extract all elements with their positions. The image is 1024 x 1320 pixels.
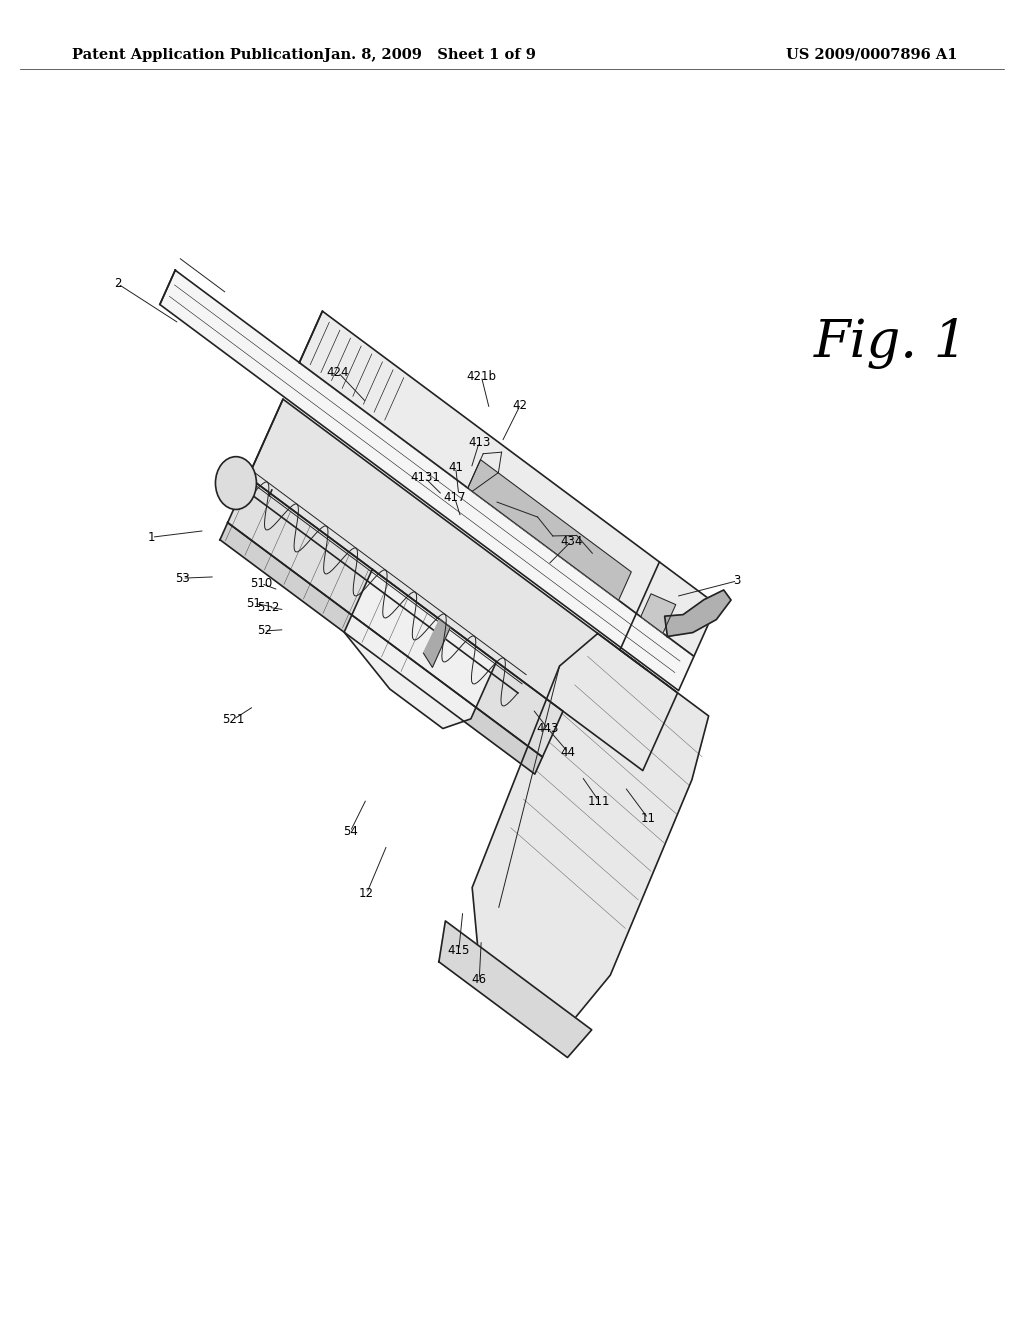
Text: 512: 512: [257, 601, 280, 614]
Text: 52: 52: [257, 624, 271, 638]
Text: 415: 415: [447, 944, 470, 957]
Polygon shape: [220, 523, 543, 774]
Text: 3: 3: [733, 574, 741, 587]
Text: 42: 42: [513, 399, 527, 412]
Text: 44: 44: [561, 746, 575, 759]
Text: 51: 51: [247, 597, 261, 610]
Text: 2: 2: [114, 277, 122, 290]
Text: US 2009/0007896 A1: US 2009/0007896 A1: [786, 48, 957, 62]
Polygon shape: [641, 594, 676, 634]
Text: 434: 434: [560, 535, 583, 548]
Text: 421b: 421b: [466, 370, 497, 383]
Polygon shape: [472, 634, 709, 1022]
Text: 41: 41: [449, 461, 463, 474]
Text: 4131: 4131: [410, 471, 440, 484]
Text: 510: 510: [250, 577, 272, 590]
Circle shape: [215, 457, 256, 510]
Text: 11: 11: [641, 812, 655, 825]
Text: 1: 1: [147, 531, 156, 544]
Text: 46: 46: [472, 973, 486, 986]
Polygon shape: [424, 619, 451, 668]
Text: 12: 12: [359, 887, 374, 900]
Text: Jan. 8, 2009   Sheet 1 of 9: Jan. 8, 2009 Sheet 1 of 9: [325, 48, 536, 62]
Polygon shape: [299, 312, 717, 656]
Text: 413: 413: [468, 436, 490, 449]
Polygon shape: [439, 921, 592, 1057]
Text: 111: 111: [588, 795, 610, 808]
Text: Patent Application Publication: Patent Application Publication: [72, 48, 324, 62]
Polygon shape: [344, 569, 497, 729]
Polygon shape: [227, 477, 563, 756]
Polygon shape: [248, 399, 678, 771]
Text: 443: 443: [537, 722, 559, 735]
Text: 424: 424: [327, 366, 349, 379]
Text: 521: 521: [222, 713, 245, 726]
Polygon shape: [160, 271, 694, 690]
Text: Fig. 1: Fig. 1: [814, 318, 968, 368]
Text: 417: 417: [443, 491, 466, 504]
Text: 54: 54: [343, 825, 357, 838]
Polygon shape: [665, 590, 731, 636]
Polygon shape: [468, 459, 631, 601]
Text: 53: 53: [175, 572, 189, 585]
